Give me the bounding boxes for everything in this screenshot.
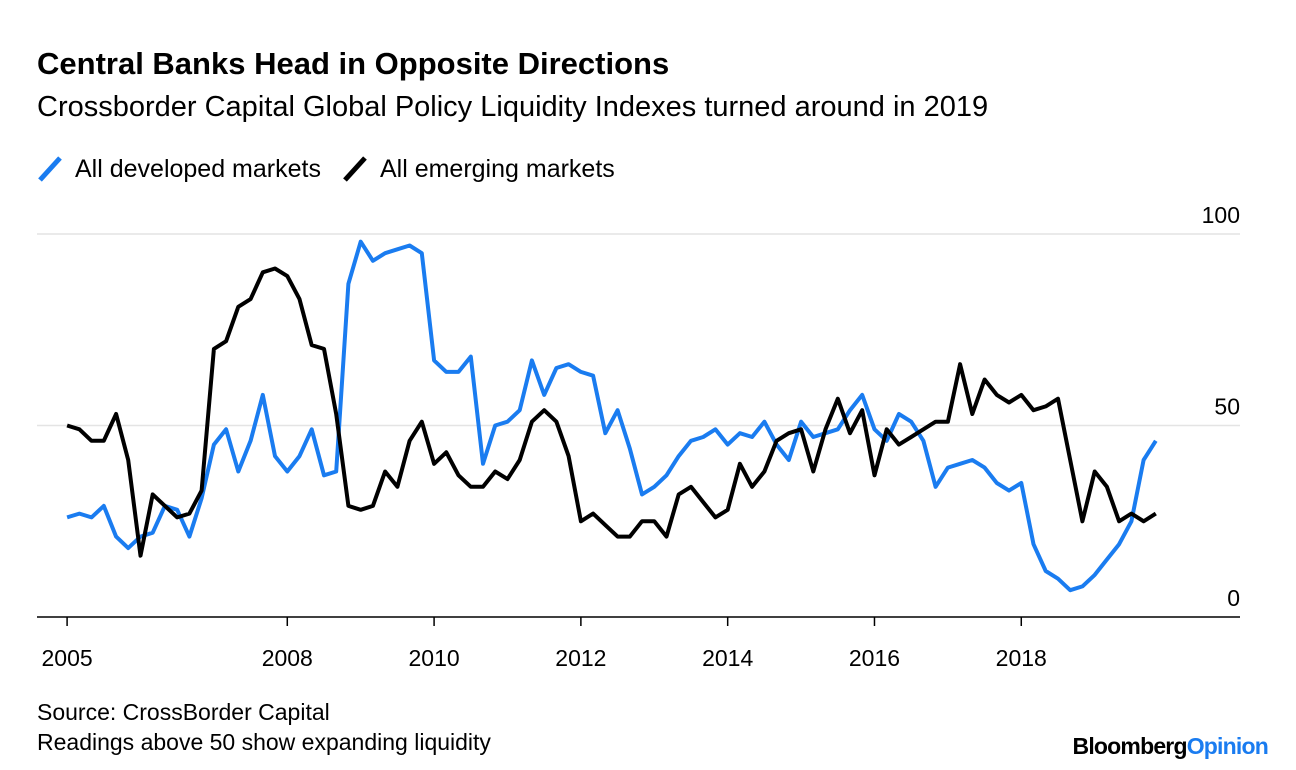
x-tick-label: 2010 [408, 645, 459, 671]
y-tick-label: 50 [1214, 394, 1240, 420]
legend-label: All developed markets [75, 155, 321, 183]
logo-suffix: Opinion [1187, 733, 1268, 759]
chart-title: Central Banks Head in Opposite Direction… [37, 46, 669, 81]
x-tick-label: 2016 [849, 645, 900, 671]
legend-label: All emerging markets [380, 155, 615, 183]
x-tick-label: 2012 [555, 645, 606, 671]
legend-swatch [343, 156, 367, 182]
y-tick-label: 0 [1227, 585, 1240, 611]
note: Readings above 50 show expanding liquidi… [37, 729, 491, 755]
logo: BloombergOpinion [1073, 733, 1268, 759]
x-tick-label: 2005 [42, 645, 93, 671]
source: Source: CrossBorder Capital [37, 699, 330, 725]
y-tick-label: 100 [1202, 202, 1240, 228]
logo-name: Bloomberg [1073, 733, 1187, 759]
x-tick-label: 2008 [262, 645, 313, 671]
series-line [66, 266, 1157, 558]
legend-swatch [38, 156, 62, 182]
x-tick-label: 2014 [702, 645, 753, 671]
chart-subtitle: Crossborder Capital Global Policy Liquid… [37, 91, 988, 123]
series-line [66, 239, 1158, 593]
x-tick-label: 2018 [996, 645, 1047, 671]
